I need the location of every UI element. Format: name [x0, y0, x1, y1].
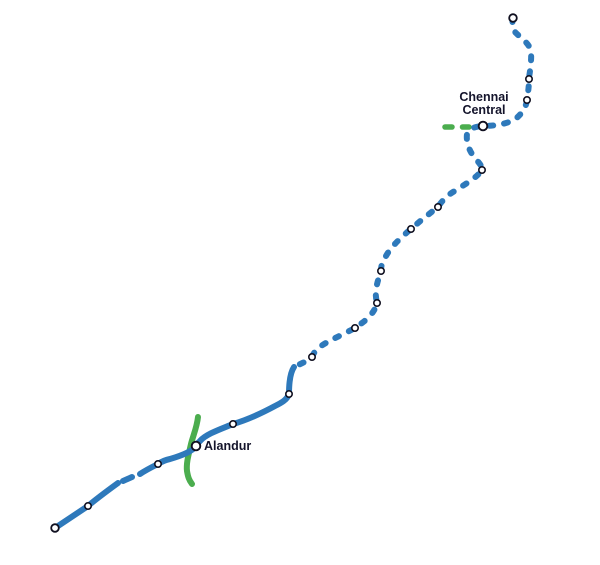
station-dot-4: [477, 166, 486, 175]
blue-line-solid-path-0: [137, 364, 297, 477]
green-line-group: [183, 124, 472, 487]
station-label-line: Central: [462, 103, 505, 117]
station-dot-9: [350, 323, 359, 332]
station-dot-7: [376, 266, 385, 275]
station-dot-11: [284, 389, 293, 398]
labels-group: Chennai Central Alandur: [204, 90, 509, 453]
terminus-dot-16: [50, 523, 60, 533]
station-dot-2: [522, 96, 531, 105]
station-dot-6: [406, 225, 415, 234]
station-dot-8: [372, 298, 381, 307]
station-label-chennai-central: Chennai Central: [459, 90, 508, 117]
terminus-dot-0: [508, 13, 518, 23]
station-dot-14: [154, 459, 163, 468]
interchange-dot-alandur: [190, 440, 202, 452]
station-dot-15: [84, 501, 93, 510]
station-label-line: Alandur: [204, 439, 251, 453]
station-dot-5: [433, 203, 442, 212]
blue-line-extra-dash-0: [120, 474, 135, 484]
green-line-alandur-branch: [183, 414, 201, 487]
interchange-dot-chennai-central: [477, 120, 489, 132]
blue-line-dashed-path: [291, 15, 535, 370]
station-label-line: Chennai: [459, 90, 508, 104]
stations-group: [50, 13, 533, 533]
station-dot-1: [524, 75, 533, 84]
station-dot-12: [229, 419, 238, 428]
station-dot-10: [307, 352, 316, 361]
station-label-alandur: Alandur: [204, 439, 251, 453]
